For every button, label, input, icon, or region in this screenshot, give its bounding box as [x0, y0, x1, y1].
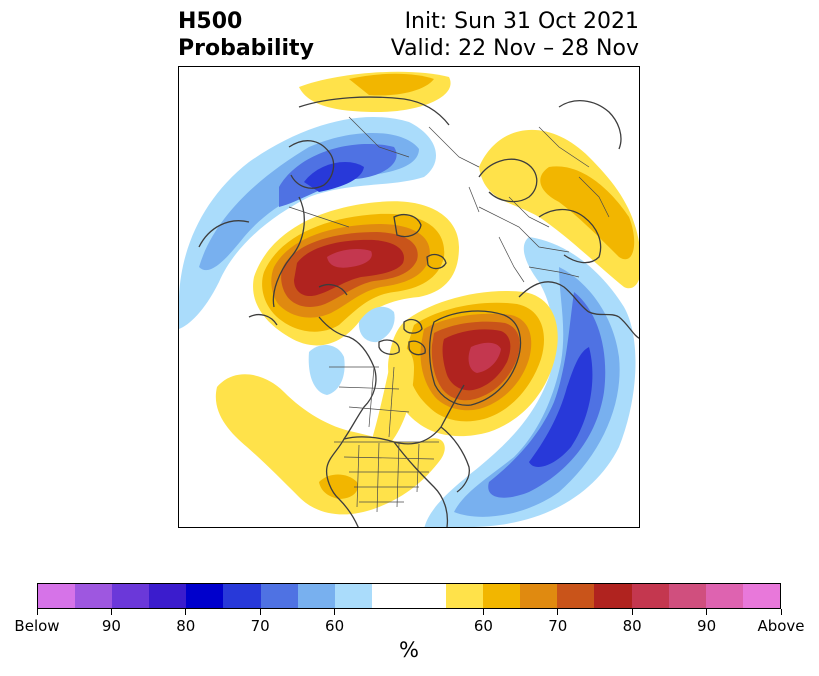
colorbar-swatch	[260, 584, 298, 608]
colorbar-tick	[780, 609, 782, 615]
colorbar-tick-label: 90	[101, 617, 121, 635]
colorbar-tick	[706, 609, 708, 615]
colorbar-swatch	[38, 584, 76, 608]
colorbar-tick-label: Above	[757, 617, 805, 635]
warm-field-greenland-85	[468, 342, 501, 373]
colorbar-tick-label: Below	[14, 617, 60, 635]
yellow-field-arctic-65	[349, 73, 434, 96]
colorbar-tick	[557, 609, 559, 615]
colorbar-tick-label: 70	[548, 617, 568, 635]
yellow-field-pacific	[215, 374, 445, 515]
colorbar-tick-label: 60	[473, 617, 493, 635]
colorbar-tick	[185, 609, 187, 615]
blue-field-atlantic-70	[488, 292, 606, 498]
colorbar-swatch	[334, 584, 372, 608]
colorbar-tick	[110, 609, 112, 615]
colorbar-swatch	[631, 584, 669, 608]
colorbar-tick-label: 70	[250, 617, 270, 635]
colorbar-swatch	[446, 584, 484, 608]
colorbar-swatch	[371, 584, 409, 608]
yellow-field-europe-65	[540, 166, 635, 260]
valid-range: Valid: 22 Nov – 28 Nov	[390, 36, 639, 61]
colorbar-swatch	[297, 584, 335, 608]
title-metric: Probability	[178, 36, 314, 61]
colorbar-tick	[631, 609, 633, 615]
title-variable: H500	[178, 9, 243, 34]
colorbar-tick	[259, 609, 261, 615]
colorbar-unit-label: %	[399, 638, 419, 662]
boundaries	[288, 116, 610, 513]
colorbar-swatch	[557, 584, 595, 608]
colorbar-tick-label: 80	[622, 617, 642, 635]
blue-field-atlantic-75	[529, 347, 593, 467]
colorbar-swatch	[742, 584, 780, 608]
warm-field-arctic-85	[327, 249, 372, 268]
blue-field-alaska	[308, 345, 345, 395]
colorbar-tick-label: 80	[176, 617, 196, 635]
colorbar-swatch	[668, 584, 706, 608]
colorbar-swatch	[149, 584, 187, 608]
colorbar-swatch	[594, 584, 632, 608]
coastlines	[198, 96, 639, 527]
colorbar-swatch	[705, 584, 743, 608]
colorbar-swatch	[483, 584, 521, 608]
colorbar-swatch	[186, 584, 224, 608]
warm-field-arctic-80	[294, 239, 404, 297]
yellow-field-hudson	[372, 345, 414, 450]
colorbar-swatch	[75, 584, 113, 608]
colorbar-tick	[482, 609, 484, 615]
anomaly-fields	[179, 71, 639, 527]
colorbar	[37, 583, 781, 609]
colorbar-swatch	[408, 584, 447, 608]
colorbar-tick	[334, 609, 336, 615]
colorbar-tick-label: 90	[697, 617, 717, 635]
colorbar-swatch	[223, 584, 261, 608]
blue-field-siberia-75	[304, 162, 364, 192]
blue-field-central	[358, 306, 395, 343]
init-date: Init: Sun 31 Oct 2021	[404, 9, 639, 34]
colorbar-swatch	[112, 584, 150, 608]
colorbar-tick-label: 60	[325, 617, 345, 635]
colorbar-tick	[36, 609, 38, 615]
colorbar-swatch	[520, 584, 558, 608]
probability-map	[178, 66, 640, 528]
